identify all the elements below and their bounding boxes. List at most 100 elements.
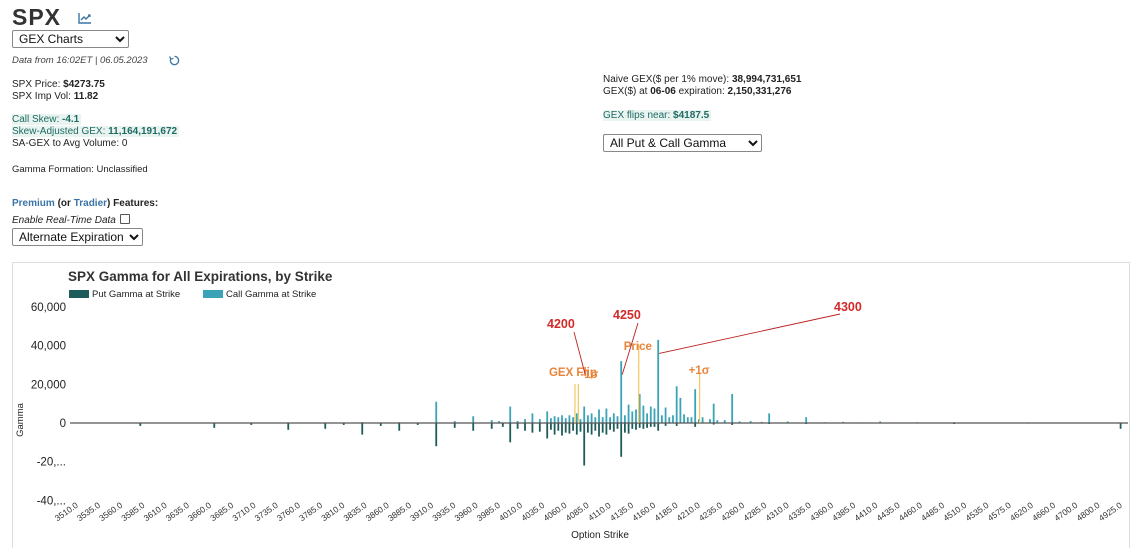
- call-gamma-bar: [612, 413, 615, 423]
- view-select[interactable]: GEX Charts: [12, 30, 129, 48]
- tradier-link[interactable]: Tradier: [73, 198, 108, 209]
- x-tick-label: 3635.0: [164, 500, 191, 523]
- gamma-type-select[interactable]: All Put & Call Gamma: [603, 134, 762, 152]
- put-gamma-bar: [538, 423, 541, 432]
- call-gamma-bar: [638, 394, 641, 423]
- call-gamma-bar: [594, 417, 597, 423]
- put-gamma-bar: [550, 423, 552, 430]
- legend-put-label[interactable]: Put Gamma at Strike: [92, 289, 180, 300]
- call-gamma-bar: [635, 409, 637, 423]
- put-gamma-bar: [631, 423, 634, 429]
- call-gamma-bar: [694, 389, 697, 423]
- put-gamma-bar: [361, 423, 364, 435]
- call-skew-label: Call Skew:: [12, 114, 63, 125]
- call-gamma-bar: [472, 416, 475, 423]
- put-gamma-bar: [601, 423, 604, 433]
- call-gamma-bar: [623, 415, 626, 423]
- premium-close-text: ) Features:: [107, 198, 159, 209]
- put-gamma-bar: [612, 423, 615, 432]
- put-gamma-bar: [583, 423, 586, 466]
- data-date: 06.05.2023: [100, 55, 148, 66]
- call-gamma-bar: [786, 421, 789, 423]
- call-gamma-bar: [879, 421, 882, 423]
- x-axis-label: Option Strike: [571, 530, 629, 541]
- x-tick-label: 4435.0: [875, 500, 902, 523]
- x-tick-label: 4485.0: [919, 500, 946, 523]
- expiration-gex-row: GEX($) at 06-06 expiration: 2,150,331,27…: [603, 86, 791, 97]
- call-gamma-bar: [572, 417, 575, 423]
- call-gamma-bar: [568, 415, 571, 423]
- put-gamma-bar: [435, 423, 438, 447]
- chart-title: SPX Gamma for All Expirations, by Strike: [68, 269, 333, 284]
- put-gamma-bar: [731, 423, 734, 425]
- put-gamma-bar: [531, 423, 534, 433]
- call-gamma-bar: [805, 417, 808, 423]
- put-gamma-bar: [287, 423, 290, 430]
- x-tick-label: 4700.0: [1052, 500, 1079, 523]
- x-tick-label: 4285.0: [741, 500, 768, 523]
- call-gamma-bar: [675, 386, 678, 423]
- call-gamma-bar: [701, 417, 704, 423]
- put-gamma-bar: [664, 423, 667, 426]
- annotation-label: 4300: [834, 300, 862, 314]
- call-gamma-bar: [683, 414, 685, 423]
- call-gamma-bar: [575, 413, 578, 423]
- call-gamma-bar: [668, 417, 671, 423]
- call-gamma-bar: [646, 413, 648, 423]
- y-tick-label: 40,000: [31, 341, 66, 353]
- put-gamma-bar: [657, 423, 660, 431]
- call-gamma-bar: [749, 421, 752, 423]
- call-gamma-bar: [564, 418, 567, 423]
- put-gamma-bar: [557, 423, 560, 431]
- legend-call-label[interactable]: Call Gamma at Strike: [226, 289, 316, 300]
- call-gamma-bar: [738, 421, 741, 423]
- spx-price-value: $4273.75: [63, 79, 105, 90]
- put-gamma-bar: [605, 423, 608, 435]
- call-gamma-bar: [731, 394, 734, 423]
- x-tick-label: 3810.0: [319, 500, 346, 523]
- x-tick-label: 3885.0: [386, 500, 413, 523]
- put-gamma-bar: [623, 423, 626, 433]
- call-gamma-bar: [672, 415, 674, 423]
- call-gamma-bar: [524, 419, 526, 423]
- gex-flip-label: GEX flips near:: [603, 110, 674, 121]
- y-tick-label: 0: [60, 418, 66, 430]
- expiration-gex-value: 2,150,331,276: [727, 86, 792, 97]
- y-tick-label: 20,000: [31, 379, 66, 391]
- gamma-formation: Gamma Formation: Unclassified: [12, 164, 148, 175]
- call-gamma-bar: [557, 417, 560, 423]
- x-tick-label: 4800.0: [1075, 500, 1102, 523]
- call-gamma-bar: [657, 339, 660, 423]
- put-gamma-bar: [649, 423, 652, 427]
- call-gamma-bar: [679, 397, 682, 423]
- trend-chart-icon[interactable]: [78, 12, 92, 24]
- realtime-checkbox[interactable]: [119, 214, 130, 224]
- alternate-expiration-select[interactable]: Alternate Expiration: [12, 228, 143, 246]
- call-gamma-bar: [664, 407, 667, 423]
- refresh-icon[interactable]: [169, 55, 180, 66]
- premium-link[interactable]: Premium: [12, 198, 55, 209]
- legend-put-swatch: [69, 290, 89, 298]
- put-gamma-bar: [213, 423, 216, 428]
- put-gamma-bar: [620, 423, 623, 457]
- call-gamma-bar: [587, 415, 589, 423]
- put-gamma-bar: [675, 423, 678, 426]
- call-gamma-bar: [609, 417, 611, 423]
- put-gamma-bar: [416, 423, 419, 425]
- x-tick-label: 4620.0: [1008, 500, 1035, 523]
- call-gamma-bar: [616, 416, 619, 423]
- put-gamma-bar: [653, 423, 656, 427]
- call-gamma-bar: [653, 408, 656, 423]
- call-gamma-bar: [709, 419, 711, 423]
- put-gamma-bar: [635, 423, 637, 430]
- x-tick-label: 3535.0: [75, 500, 102, 523]
- marker-label: -1σ: [580, 369, 598, 381]
- put-gamma-bar: [616, 423, 619, 429]
- put-gamma-bar: [342, 423, 345, 425]
- put-gamma-bar: [398, 423, 401, 431]
- x-tick-label: 4260.0: [719, 500, 746, 523]
- spx-impvol-label: SPX Imp Vol:: [12, 91, 74, 102]
- put-gamma-bar: [712, 423, 715, 425]
- x-tick-label: 4010.0: [497, 500, 524, 523]
- gex-flip-row: GEX flips near: $4187.5: [603, 110, 712, 121]
